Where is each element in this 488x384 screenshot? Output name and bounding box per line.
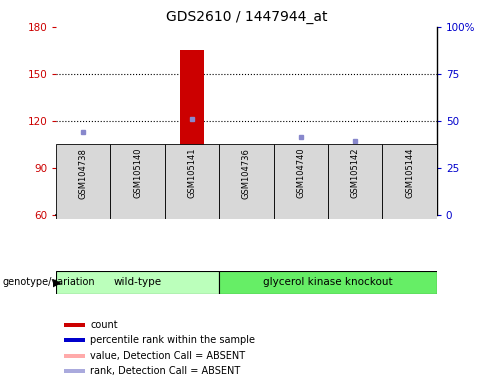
Bar: [64, 354, 85, 358]
Bar: [294, 147, 307, 215]
Bar: [165, 144, 219, 219]
Text: GSM105141: GSM105141: [187, 148, 197, 198]
Text: GSM104740: GSM104740: [296, 148, 305, 199]
Text: percentile rank within the sample: percentile rank within the sample: [90, 335, 255, 345]
Text: genotype/variation: genotype/variation: [2, 277, 95, 287]
Bar: [64, 369, 85, 373]
Bar: [180, 50, 204, 215]
Bar: [131, 174, 144, 215]
Text: rank, Detection Call = ABSENT: rank, Detection Call = ABSENT: [90, 366, 241, 376]
Bar: [219, 271, 437, 294]
Text: GSM104736: GSM104736: [242, 148, 251, 199]
Bar: [240, 184, 253, 215]
Text: GSM105144: GSM105144: [405, 148, 414, 198]
Text: wild-type: wild-type: [114, 277, 162, 287]
Bar: [110, 144, 165, 219]
Bar: [348, 159, 362, 215]
Text: count: count: [90, 320, 118, 330]
Bar: [77, 147, 90, 215]
Bar: [56, 271, 219, 294]
Bar: [274, 144, 328, 219]
Bar: [383, 144, 437, 219]
Bar: [403, 204, 416, 215]
Text: glycerol kinase knockout: glycerol kinase knockout: [263, 277, 393, 287]
Title: GDS2610 / 1447944_at: GDS2610 / 1447944_at: [166, 10, 327, 25]
Bar: [64, 338, 85, 342]
Bar: [64, 323, 85, 327]
Text: GSM105142: GSM105142: [351, 148, 360, 198]
Text: ▶: ▶: [53, 277, 61, 287]
Text: value, Detection Call = ABSENT: value, Detection Call = ABSENT: [90, 351, 245, 361]
Text: GSM105140: GSM105140: [133, 148, 142, 198]
Bar: [328, 144, 383, 219]
Bar: [219, 144, 274, 219]
Bar: [56, 144, 110, 219]
Text: GSM104738: GSM104738: [79, 148, 88, 199]
